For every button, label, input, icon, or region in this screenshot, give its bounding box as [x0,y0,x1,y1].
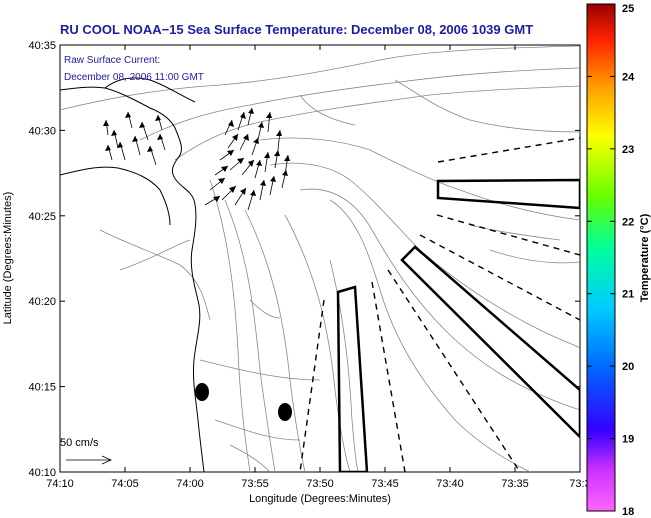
y-axis-label: Latitude (Degrees:Minutes) [2,192,14,325]
colorbar-label: Temperature (°C) [639,213,651,302]
colorbar-tick-label: 19 [622,434,634,446]
survey-polygons [336,178,580,472]
map-title: RU COOL NOAA−15 Sea Surface Temperature:… [60,22,534,37]
coastline [60,77,205,472]
colorbar-ticks: 25 24 23 22 21 20 19 18 [587,3,635,518]
y-tick-label: 40:20 [28,296,56,308]
colorbar-tick-label: 20 [622,361,634,373]
x-axis: 74:10 74:05 74:00 73:55 73:50 73:45 73:40 73:35… [46,45,591,490]
bathymetry-contours [60,45,580,472]
y-tick-label: 40:15 [28,382,56,394]
colorbar-tick-label: 25 [622,3,634,15]
station-marker [195,383,209,401]
current-vectors [103,107,290,211]
x-tick-label: 73:55 [241,478,269,490]
colorbar-tick-label: 21 [622,289,634,301]
x-axis-label: Longitude (Degrees:Minutes) [249,493,391,505]
current-label: Raw Surface Current: [64,55,160,66]
colorbar-tick-label: 24 [622,71,635,83]
x-tick-label: 73:50 [306,478,334,490]
scale-label: 50 cm/s [60,437,99,449]
map-frame [59,44,581,473]
x-tick-label: 74:00 [176,478,204,490]
x-tick-label: 73:3 [569,478,590,490]
x-tick-label: 74:05 [111,478,139,490]
colorbar [586,3,616,512]
y-axis: 40:35 40:30 40:25 40:20 40:15 40:10 [28,40,580,479]
y-tick-label: 40:35 [28,40,56,52]
colorbar-tick-label: 18 [622,506,634,518]
x-tick-label: 73:45 [371,478,399,490]
y-tick-label: 40:25 [28,211,56,223]
y-tick-label: 40:10 [28,467,56,479]
colorbar-tick-label: 22 [622,216,634,228]
x-tick-label: 73:40 [436,478,464,490]
current-time: December 08, 2006 11:00 GMT [64,72,204,83]
x-tick-label: 74:10 [46,478,74,490]
dashed-radials [299,137,580,472]
x-tick-label: 73:35 [501,478,529,490]
station-marker [278,403,292,421]
y-tick-label: 40:30 [28,125,56,137]
colorbar-tick-label: 23 [622,144,634,156]
scale-arrowhead [101,455,112,465]
